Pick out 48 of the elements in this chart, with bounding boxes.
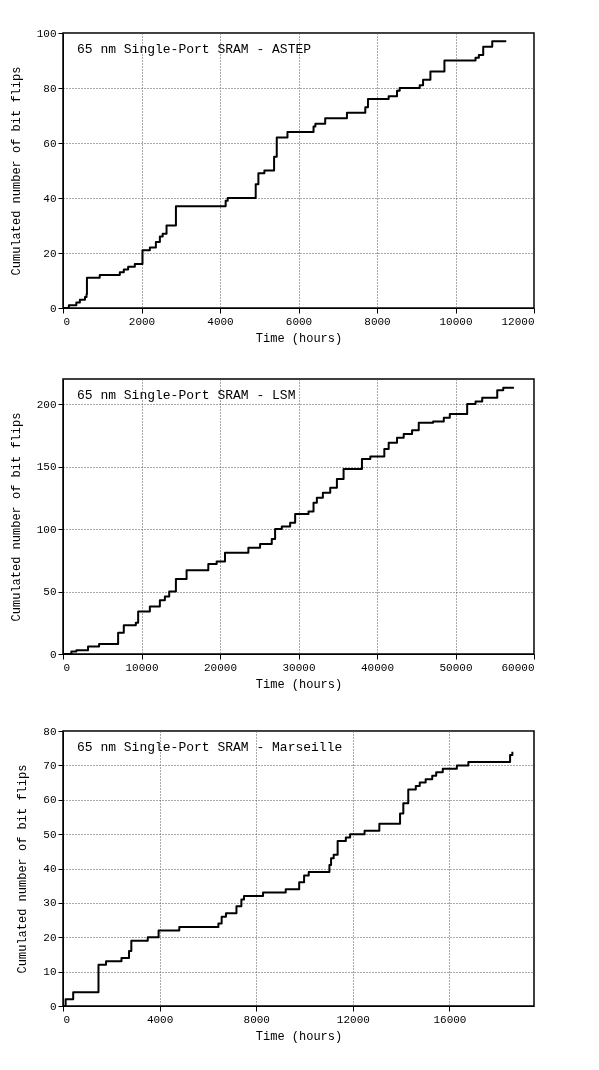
x-tick-label: 0 — [63, 661, 71, 674]
y-tick-label: 30 — [43, 897, 57, 910]
y-tick-label: 100 — [36, 27, 57, 40]
x-tick-label: 50000 — [439, 661, 473, 674]
annotation: 65 nm Single-Port SRAM - Marseille — [77, 740, 343, 755]
x-tick-label: 60000 — [501, 661, 535, 674]
x-tick-label: 10000 — [125, 661, 159, 674]
y-tick-label: 50 — [43, 586, 57, 598]
x-tick-label: 10000 — [439, 315, 473, 328]
y-tick-label: 70 — [43, 759, 57, 772]
y-tick-label: 40 — [43, 863, 57, 875]
y-tick-label: 60 — [43, 137, 57, 150]
y-tick-label: 50 — [43, 828, 57, 841]
x-tick-label: 8000 — [364, 315, 391, 328]
y-axis-title: Cumulated number of bit flips — [9, 66, 24, 276]
y-tick-label: 40 — [43, 192, 57, 205]
x-tick-label: 4000 — [207, 315, 234, 328]
x-tick-label: 2000 — [128, 315, 156, 328]
x-tick-label: 0 — [63, 315, 71, 328]
y-tick-label: 200 — [36, 398, 57, 411]
y-tick-label: 100 — [36, 523, 57, 536]
y-tick-label: 20 — [43, 931, 57, 944]
y-tick-label: 0 — [49, 648, 57, 661]
y-tick-label: 150 — [36, 461, 57, 473]
y-tick-label: 0 — [49, 1000, 57, 1013]
annotation: 65 nm Single-Port SRAM - LSM — [77, 388, 296, 403]
x-tick-label: 30000 — [282, 661, 316, 674]
y-tick-label: 80 — [43, 725, 57, 738]
y-tick-label: 60 — [43, 794, 57, 807]
y-tick-label: 80 — [43, 82, 57, 95]
y-tick-label: 0 — [49, 302, 57, 315]
y-axis-title: Cumulated number of bit flips — [16, 764, 31, 974]
y-tick-label: 10 — [43, 966, 57, 979]
x-tick-label: 0 — [63, 1013, 71, 1026]
x-axis-title: Time (hours) — [255, 331, 343, 346]
x-tick-label: 8000 — [243, 1013, 270, 1026]
x-axis-title: Time (hours) — [255, 677, 343, 692]
y-axis-title: Cumulated number of bit flips — [9, 412, 24, 622]
x-tick-label: 40000 — [360, 661, 395, 674]
annotation: 65 nm Single-Port SRAM - ASTEP — [77, 42, 312, 57]
x-tick-label: 12000 — [501, 315, 535, 328]
y-tick-label: 20 — [43, 247, 57, 260]
x-tick-label: 20000 — [203, 661, 238, 674]
x-tick-label: 16000 — [433, 1013, 467, 1026]
x-tick-label: 4000 — [146, 1013, 174, 1026]
x-axis-title: Time (hours) — [255, 1029, 343, 1044]
x-tick-label: 6000 — [285, 315, 313, 328]
x-tick-label: 12000 — [336, 1013, 370, 1026]
